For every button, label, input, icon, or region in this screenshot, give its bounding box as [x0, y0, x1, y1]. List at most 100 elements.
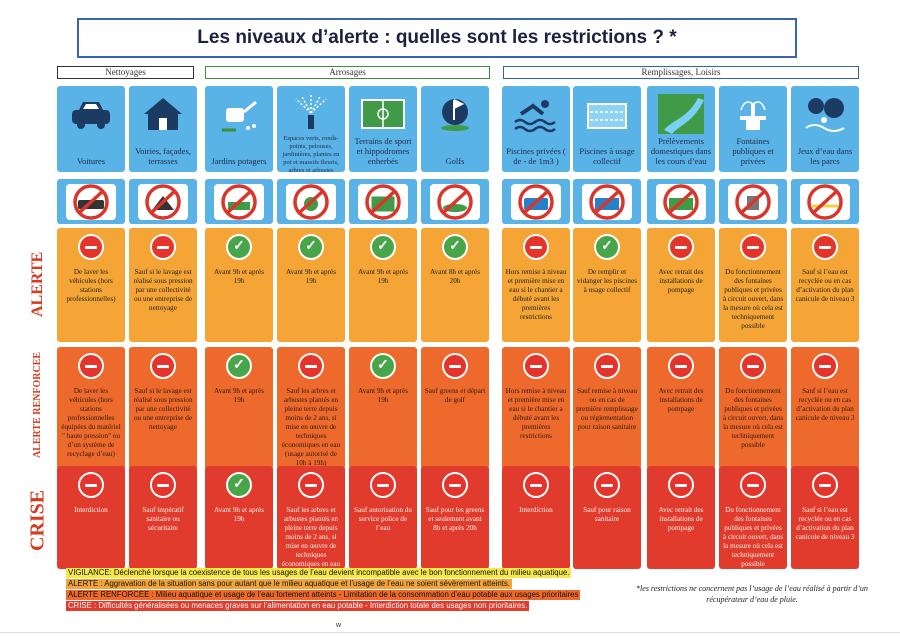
restriction-text: Hors remise à niveau et première mise en… — [505, 387, 567, 440]
check-icon: ✓ — [594, 234, 620, 260]
group-header-nettoyages: Nettoyages — [57, 66, 194, 79]
restriction-text: Avant 9h et après 19h — [214, 387, 264, 404]
category-label: Voiries, façades, terrasses — [135, 146, 191, 166]
restriction-cell-crise: Sauf impératif sanitaire ou sécuritaire — [129, 466, 197, 569]
category-cell: Golfs — [421, 86, 489, 172]
category-label: Espaces verts, ronds-points, pelouses, j… — [282, 135, 340, 172]
no-entry-icon — [668, 234, 694, 260]
no-entry-icon — [442, 353, 468, 379]
restriction-text: Avant 9h et après 19h — [286, 268, 336, 285]
watering-can-icon — [216, 93, 262, 135]
restriction-text: Sauf les arbres et arbustes plantés en p… — [281, 506, 341, 568]
restriction-cell-renforcee: ✓ Avant 9h et après 19h — [205, 347, 273, 469]
prohibited-icon — [277, 179, 345, 224]
restriction-cell-alerte: ✓ De remplir et vidanger les piscines à u… — [573, 228, 641, 342]
no-entry-icon — [740, 472, 766, 498]
restriction-text: Avant 9h et après 19h — [214, 268, 264, 285]
swimmer-icon — [513, 93, 559, 135]
category-cell: Piscines à usage collectif — [573, 86, 641, 172]
restriction-cell-alerte: ✓ Avant 9h et après 19h — [277, 228, 345, 342]
level-label-renforcee: ALERTE RENFORCEE — [32, 351, 43, 459]
prohibited-icon — [502, 179, 570, 224]
restriction-cell-alerte: ✓ Avant 9h et après 19h — [205, 228, 273, 342]
restriction-text: Sauf si l’eau est recyclée ou en cas d’a… — [795, 506, 855, 541]
river-icon — [658, 93, 704, 135]
category-label: Golfs — [445, 156, 465, 166]
no-entry-icon — [594, 472, 620, 498]
legend-alerte-renforcee: ALERTE RENFORCEE : Milieu aquatique et u… — [66, 590, 581, 600]
restriction-cell-crise: Sauf pour les greens et seulement avant … — [421, 466, 489, 569]
category-cell: Voiries, façades, terrasses — [129, 86, 197, 172]
check-icon: ✓ — [226, 472, 252, 498]
page-mark: w — [336, 622, 342, 629]
restriction-cell-alerte: Hors remise à niveau et première mise en… — [502, 228, 570, 342]
category-cell: Fontaines publiques et privées — [719, 86, 787, 172]
restriction-text: Du fonctionnement des fontaines publique… — [722, 387, 784, 449]
restriction-cell-crise: ✓ Avant 9h et après 19h — [205, 466, 273, 569]
no-entry-icon — [523, 353, 549, 379]
category-label: Jardins potagers — [211, 156, 267, 166]
restriction-cell-crise: Sauf si l’eau est recyclée ou en cas d’a… — [791, 466, 859, 569]
fountain-icon — [730, 93, 776, 135]
restriction-cell-alerte: Du fonctionnement des fontaines publique… — [719, 228, 787, 342]
restriction-cell-renforcee: Sauf greens et départ de golf — [421, 347, 489, 469]
golf-icon — [432, 93, 478, 135]
no-entry-icon — [523, 472, 549, 498]
restriction-text: Sauf si le lavage est réalisé sous press… — [133, 268, 193, 312]
no-entry-icon — [150, 472, 176, 498]
restriction-cell-renforcee: Hors remise à niveau et première mise en… — [502, 347, 570, 469]
group-header-remplissages: Remplissages, Loisirs — [503, 66, 859, 79]
category-cell: Jardins potagers — [205, 86, 273, 172]
prohibited-icon — [129, 179, 197, 224]
no-entry-icon — [668, 472, 694, 498]
check-icon: ✓ — [226, 353, 252, 379]
check-icon: ✓ — [298, 234, 324, 260]
category-label: Prélèvements domestiques dans les cours … — [650, 136, 712, 166]
restriction-cell-alerte: Avec retrait des installations de pompag… — [647, 228, 715, 342]
restriction-text: Sauf si l’eau est recyclée ou en cas d’a… — [795, 268, 855, 303]
car-icon — [68, 93, 114, 135]
restriction-cell-renforcee: De laver les véhicules (hors stations pr… — [57, 347, 125, 469]
no-entry-icon — [668, 353, 694, 379]
check-icon: ✓ — [370, 353, 396, 379]
prohibited-icon — [573, 179, 641, 224]
no-entry-icon — [150, 234, 176, 260]
legend-crise: CRISE : Difficultés généralisées ou mena… — [66, 601, 530, 611]
check-icon: ✓ — [370, 234, 396, 260]
prohibited-icon — [349, 179, 417, 224]
restriction-text: Avec retrait des installations de pompag… — [658, 387, 704, 413]
restriction-text: De laver les véhicules (hors stations pr… — [66, 268, 116, 303]
restriction-text: De remplir et vidanger les piscines à us… — [577, 268, 637, 294]
restriction-text: De laver les véhicules (hors stations pr… — [61, 387, 121, 458]
category-cell: Prélèvements domestiques dans les cours … — [647, 86, 715, 172]
category-cell: Voitures — [57, 86, 125, 172]
prohibited-icon — [647, 179, 715, 224]
restriction-cell-renforcee: Sauf si le lavage est réalisé sous press… — [129, 347, 197, 469]
prohibited-icon — [719, 179, 787, 224]
legend-vigilance: VIGILANCE: Déclenché lorsque la coexiste… — [66, 568, 572, 578]
restriction-text: Sauf remise à niveau ou en cas de premiè… — [576, 387, 638, 431]
restriction-cell-alerte: ✓ Avant 9h et après 19h — [349, 228, 417, 342]
no-entry-icon — [523, 234, 549, 260]
category-label: Terrains de sport et hippodromes enherbé… — [354, 136, 412, 166]
legend-alerte: ALERTE : Aggravation de la situation san… — [66, 579, 512, 589]
category-label: Piscines privées ( de - de 1m3 ) — [506, 146, 566, 166]
restriction-text: Sauf si l’eau est recyclée ou en cas d’a… — [795, 387, 855, 422]
no-entry-icon — [740, 353, 766, 379]
prohibited-icon — [205, 179, 273, 224]
restriction-cell-crise: Interdiction — [502, 466, 570, 569]
prohibited-icon — [791, 179, 859, 224]
restriction-cell-renforcee: Sauf si l’eau est recyclée ou en cas d’a… — [791, 347, 859, 469]
no-entry-icon — [78, 472, 104, 498]
restriction-text: Sauf pour les greens et seulement avant … — [425, 506, 485, 532]
footnote: *les restrictions ne concernent pas l’us… — [636, 584, 868, 604]
no-entry-icon — [298, 353, 324, 379]
category-label: Fontaines publiques et privées — [732, 136, 774, 166]
sports-field-icon — [360, 93, 406, 135]
no-entry-icon — [812, 472, 838, 498]
restriction-cell-crise: Sauf les arbres et arbustes plantés en p… — [277, 466, 345, 569]
restriction-text: Avec retrait des installations de pompag… — [658, 506, 704, 532]
restriction-text: Avant 9h et après 19h — [214, 506, 264, 523]
prohibited-icon — [421, 179, 489, 224]
restriction-cell-alerte: Sauf si le lavage est réalisé sous press… — [129, 228, 197, 342]
